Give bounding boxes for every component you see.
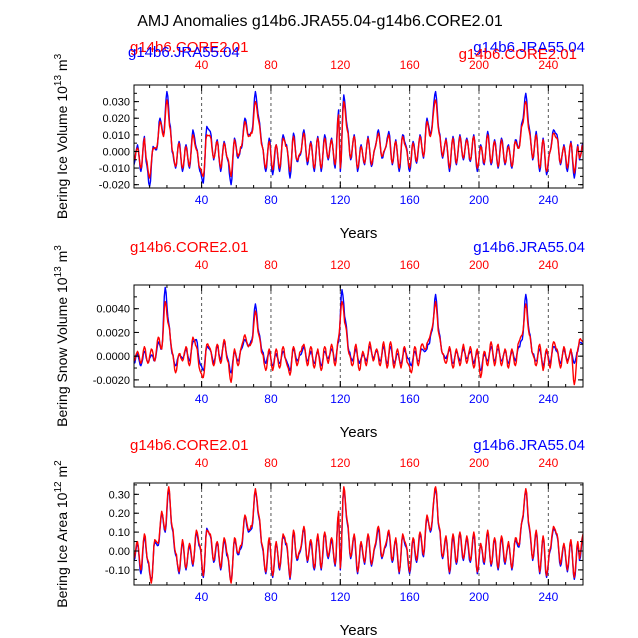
y-tick-label: 0.30 (109, 489, 130, 501)
x-tick-label-top: 200 (469, 456, 489, 470)
y-tick-label: 0.010 (102, 130, 130, 142)
x-tick-label-top: 120 (330, 456, 350, 470)
y-axis-label-text: Bering Ice Area 10 (54, 492, 70, 607)
x-tick-label-bottom: 200 (469, 590, 489, 604)
y-tick-label: -0.010 (99, 163, 130, 175)
y-axis-label: Bering Snow Volume 1013 m3 (53, 245, 70, 427)
legend-jra55: g14b6.JRA55.04 (473, 239, 585, 256)
series-line-core2 (134, 486, 583, 584)
x-tick-label-bottom: 40 (195, 193, 209, 207)
x-tick-label-bottom: 120 (330, 193, 350, 207)
x-tick-label-top: 40 (195, 58, 209, 72)
x-tick-label-bottom: 120 (330, 590, 350, 604)
x-tick-label-bottom: 240 (538, 392, 558, 406)
y-tick-label: 0.10 (109, 527, 130, 539)
x-axis-label: Years (340, 225, 378, 242)
x-tick-label-top: 120 (330, 258, 350, 272)
x-tick-label-top: 40 (195, 456, 209, 470)
x-tick-label-top: 200 (469, 258, 489, 272)
y-axis-label-text: Bering Snow Volume 10 (54, 277, 70, 427)
y-tick-label: 0.00 (109, 546, 130, 558)
x-tick-label-bottom: 40 (195, 590, 209, 604)
y-tick-label: 0.000 (102, 146, 130, 158)
y-tick-label: 0.0020 (96, 327, 130, 339)
x-tick-label-bottom: 160 (400, 590, 420, 604)
y-axis-label: Bering Ice Area 1012 m2 (53, 460, 70, 608)
x-tick-label-top: 240 (538, 58, 558, 72)
y-tick-label: 0.0000 (96, 351, 130, 363)
legend-core2: g14b6.CORE2.01 (130, 239, 248, 256)
y-tick-label: -0.10 (105, 565, 130, 577)
x-tick-label-bottom: 240 (538, 193, 558, 207)
plot-frame (133, 482, 584, 586)
y-axis-label-exponent: 13 (53, 75, 64, 87)
x-tick-label-bottom: 160 (400, 193, 420, 207)
x-tick-label-bottom: 80 (264, 590, 278, 604)
x-tick-label-bottom: 120 (330, 392, 350, 406)
legend-jra55: g14b6.JRA55.04 (473, 39, 585, 56)
x-tick-label-top: 120 (330, 58, 350, 72)
panel-1: 0.030 0.020 0.010 0.000 -0.010 -0.020 40 40 80 80… (53, 39, 585, 242)
series-line-core2 (134, 99, 583, 179)
x-tick-label-top: 240 (538, 258, 558, 272)
y-axis-label-exponent: 12 (53, 481, 64, 493)
y-axis-label-text: m (54, 466, 70, 482)
plot-frame (133, 84, 584, 189)
y-tick-label: -0.020 (99, 180, 130, 192)
x-tick-label-top: 240 (538, 456, 558, 470)
x-tick-label-top: 80 (264, 456, 278, 470)
x-tick-label-bottom: 240 (538, 590, 558, 604)
x-tick-label-top: 200 (469, 58, 489, 72)
y-tick-label: 0.030 (102, 97, 130, 109)
y-axis-label-exponent: 3 (53, 245, 64, 251)
y-axis-label-exponent: 2 (53, 460, 64, 466)
y-tick-label: 0.020 (102, 113, 130, 125)
panel-2: 0.0040 0.0020 0.0000 -0.0020 40 40 80 80 120 120 1… (53, 239, 585, 441)
x-tick-label-bottom: 80 (264, 193, 278, 207)
y-axis-label-exponent: 13 (53, 266, 64, 278)
x-tick-label-top: 40 (195, 258, 209, 272)
x-tick-label-bottom: 160 (400, 392, 420, 406)
legend-core2-overlap: g14b6.CORE2.01 (459, 46, 577, 63)
x-tick-label-bottom: 40 (195, 392, 209, 406)
x-tick-label-top: 160 (400, 58, 420, 72)
legend-core2: g14b6.CORE2.01 (130, 437, 248, 454)
plot-frame (133, 284, 584, 388)
x-tick-label-top: 80 (264, 258, 278, 272)
y-axis-label-text: m (54, 251, 70, 267)
legend-jra55-overlap: g14b6.JRA55.04 (128, 44, 240, 61)
x-tick-label-bottom: 200 (469, 392, 489, 406)
y-axis-label: Bering Ice Volume 1013 m3 (53, 53, 70, 219)
y-tick-label: 0.0040 (96, 304, 130, 316)
y-axis-label-text: m (54, 59, 70, 75)
panel-3: 0.30 0.20 0.10 0.00 -0.10 40 40 80 80 120 120 160 16… (53, 437, 585, 638)
y-tick-label: 0.20 (109, 508, 130, 520)
y-tick-label: -0.0020 (93, 375, 130, 387)
x-axis-label: Years (340, 424, 378, 441)
legend-core2: g14b6.CORE2.01 (130, 39, 248, 56)
legend-jra55: g14b6.JRA55.04 (473, 437, 585, 454)
x-tick-label-bottom: 80 (264, 392, 278, 406)
y-axis-label-exponent: 3 (53, 53, 64, 59)
x-axis-label: Years (340, 622, 378, 638)
y-axis-label-text: Bering Ice Volume 10 (54, 86, 70, 219)
series-line-core2 (134, 300, 583, 386)
x-tick-label-top: 160 (400, 456, 420, 470)
figure-title: AMJ Anomalies g14b6.JRA55.04-g14b6.CORE2… (137, 13, 503, 30)
x-tick-label-top: 80 (264, 58, 278, 72)
x-tick-label-top: 160 (400, 258, 420, 272)
x-tick-label-bottom: 200 (469, 193, 489, 207)
